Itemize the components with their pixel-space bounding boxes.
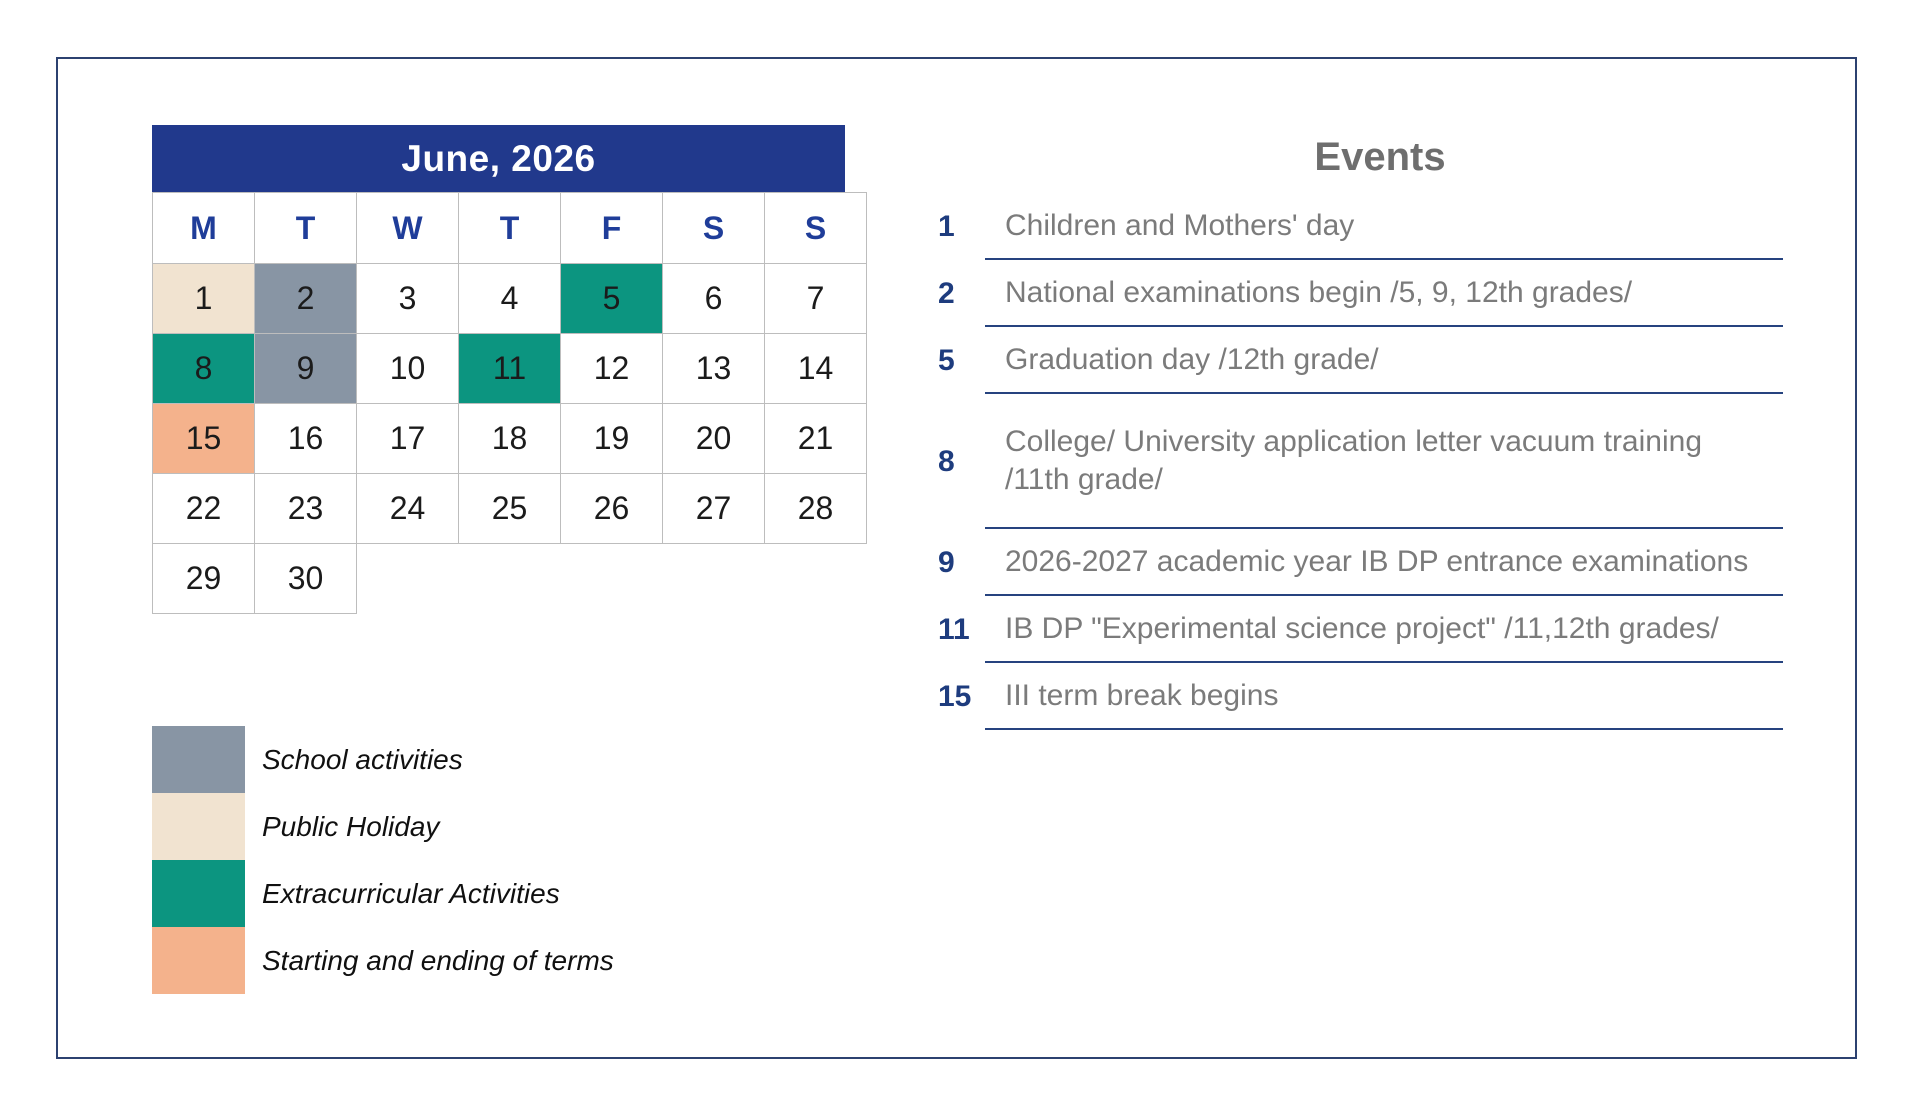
event-day-number: 5: [938, 343, 955, 377]
calendar-grid: M T W T F S S 1 2 3 4 5 6 7 8 9 10 11 12 13 14 15 16 17 18 19 20 21…: [152, 192, 867, 614]
event-day-number: 8: [938, 444, 955, 478]
legend-item: Starting and ending of terms: [152, 927, 614, 994]
legend-swatch-extracurricular: [152, 860, 245, 927]
calendar-day-16: 16: [254, 403, 357, 474]
event-description: National examinations begin /5, 9, 12th …: [985, 260, 1783, 327]
calendar-day-17: 17: [356, 403, 459, 474]
empty-cell: [663, 544, 765, 614]
calendar-day-15: 15: [152, 403, 255, 474]
page-border: [56, 57, 1857, 1059]
events-title: Events: [1314, 135, 1446, 179]
event-description: III term break begins: [985, 663, 1783, 730]
weekday-header: M: [152, 192, 255, 264]
calendar-day-26: 26: [560, 473, 663, 544]
calendar-day-18: 18: [458, 403, 561, 474]
empty-cell: [357, 544, 459, 614]
calendar-day-21: 21: [764, 403, 867, 474]
legend-swatch-terms: [152, 927, 245, 994]
empty-cell: [765, 544, 867, 614]
calendar-day-2: 2: [254, 263, 357, 334]
calendar-day-30: 30: [254, 543, 357, 614]
legend-item: Public Holiday: [152, 793, 614, 860]
calendar-day-24: 24: [356, 473, 459, 544]
event-day-number: 15: [938, 679, 972, 713]
event-row-2: 2 National examinations begin /5, 9, 12th…: [938, 260, 1783, 327]
legend-swatch-public_holiday: [152, 793, 245, 860]
calendar-day-19: 19: [560, 403, 663, 474]
calendar-day-20: 20: [662, 403, 765, 474]
event-row-9: 9 2026-2027 academic year IB DP entrance …: [938, 529, 1783, 596]
event-day-number: 11: [938, 612, 970, 646]
calendar-day-4: 4: [458, 263, 561, 334]
weekday-header: F: [560, 192, 663, 264]
calendar-day-10: 10: [356, 333, 459, 404]
legend-swatch-school: [152, 726, 245, 793]
calendar-day-28: 28: [764, 473, 867, 544]
weekday-header: T: [458, 192, 561, 264]
event-description: College/ University application letter v…: [985, 394, 1783, 529]
event-description: 2026-2027 academic year IB DP entrance e…: [985, 529, 1783, 596]
legend-label: Public Holiday: [262, 810, 440, 842]
calendar-day-12: 12: [560, 333, 663, 404]
event-day-number: 2: [938, 276, 955, 310]
calendar-day-3: 3: [356, 263, 459, 334]
event-day-number: 1: [938, 209, 955, 243]
calendar-day-22: 22: [152, 473, 255, 544]
calendar: June, 2026 M T W T F S S 1 2 3 4 5 6 7 8 9 10 11 12 13 14 15 1…: [152, 125, 867, 614]
event-row-5: 5 Graduation day /12th grade/: [938, 327, 1783, 394]
weekday-header: T: [254, 192, 357, 264]
weekday-header: W: [356, 192, 459, 264]
calendar-day-1: 1: [152, 263, 255, 334]
event-description: IB DP "Experimental science project" /11…: [985, 596, 1783, 663]
calendar-day-27: 27: [662, 473, 765, 544]
event-row-15: 15 III term break begins: [938, 663, 1783, 730]
calendar-day-8: 8: [152, 333, 255, 404]
calendar-day-6: 6: [662, 263, 765, 334]
calendar-day-7: 7: [764, 263, 867, 334]
calendar-day-11: 11: [458, 333, 561, 404]
calendar-day-29: 29: [152, 543, 255, 614]
calendar-day-25: 25: [458, 473, 561, 544]
event-row-11: 11 IB DP "Experimental science project" /…: [938, 596, 1783, 663]
weekday-header: S: [764, 192, 867, 264]
legend-item: School activities: [152, 726, 614, 793]
legend-label: Extracurricular Activities: [262, 877, 560, 909]
calendar-day-14: 14: [764, 333, 867, 404]
empty-cell: [561, 544, 663, 614]
legend-label: School activities: [262, 743, 463, 775]
calendar-day-23: 23: [254, 473, 357, 544]
calendar-month-title: June, 2026: [152, 125, 845, 192]
event-day-number: 9: [938, 545, 955, 579]
legend-item: Extracurricular Activities: [152, 860, 614, 927]
legend: School activities Public Holiday Extracurr…: [152, 726, 614, 994]
event-row-1: 1 Children and Mothers' day: [938, 193, 1783, 260]
legend-label: Starting and ending of terms: [262, 944, 614, 976]
empty-cell: [459, 544, 561, 614]
calendar-day-9: 9: [254, 333, 357, 404]
event-row-8: 8 College/ University application letter …: [938, 394, 1783, 529]
calendar-day-5: 5: [560, 263, 663, 334]
calendar-day-13: 13: [662, 333, 765, 404]
weekday-header: S: [662, 192, 765, 264]
events-list: 1 Children and Mothers' day 2 National exam…: [938, 193, 1783, 730]
event-description: Children and Mothers' day: [985, 193, 1783, 260]
event-description: Graduation day /12th grade/: [985, 327, 1783, 394]
